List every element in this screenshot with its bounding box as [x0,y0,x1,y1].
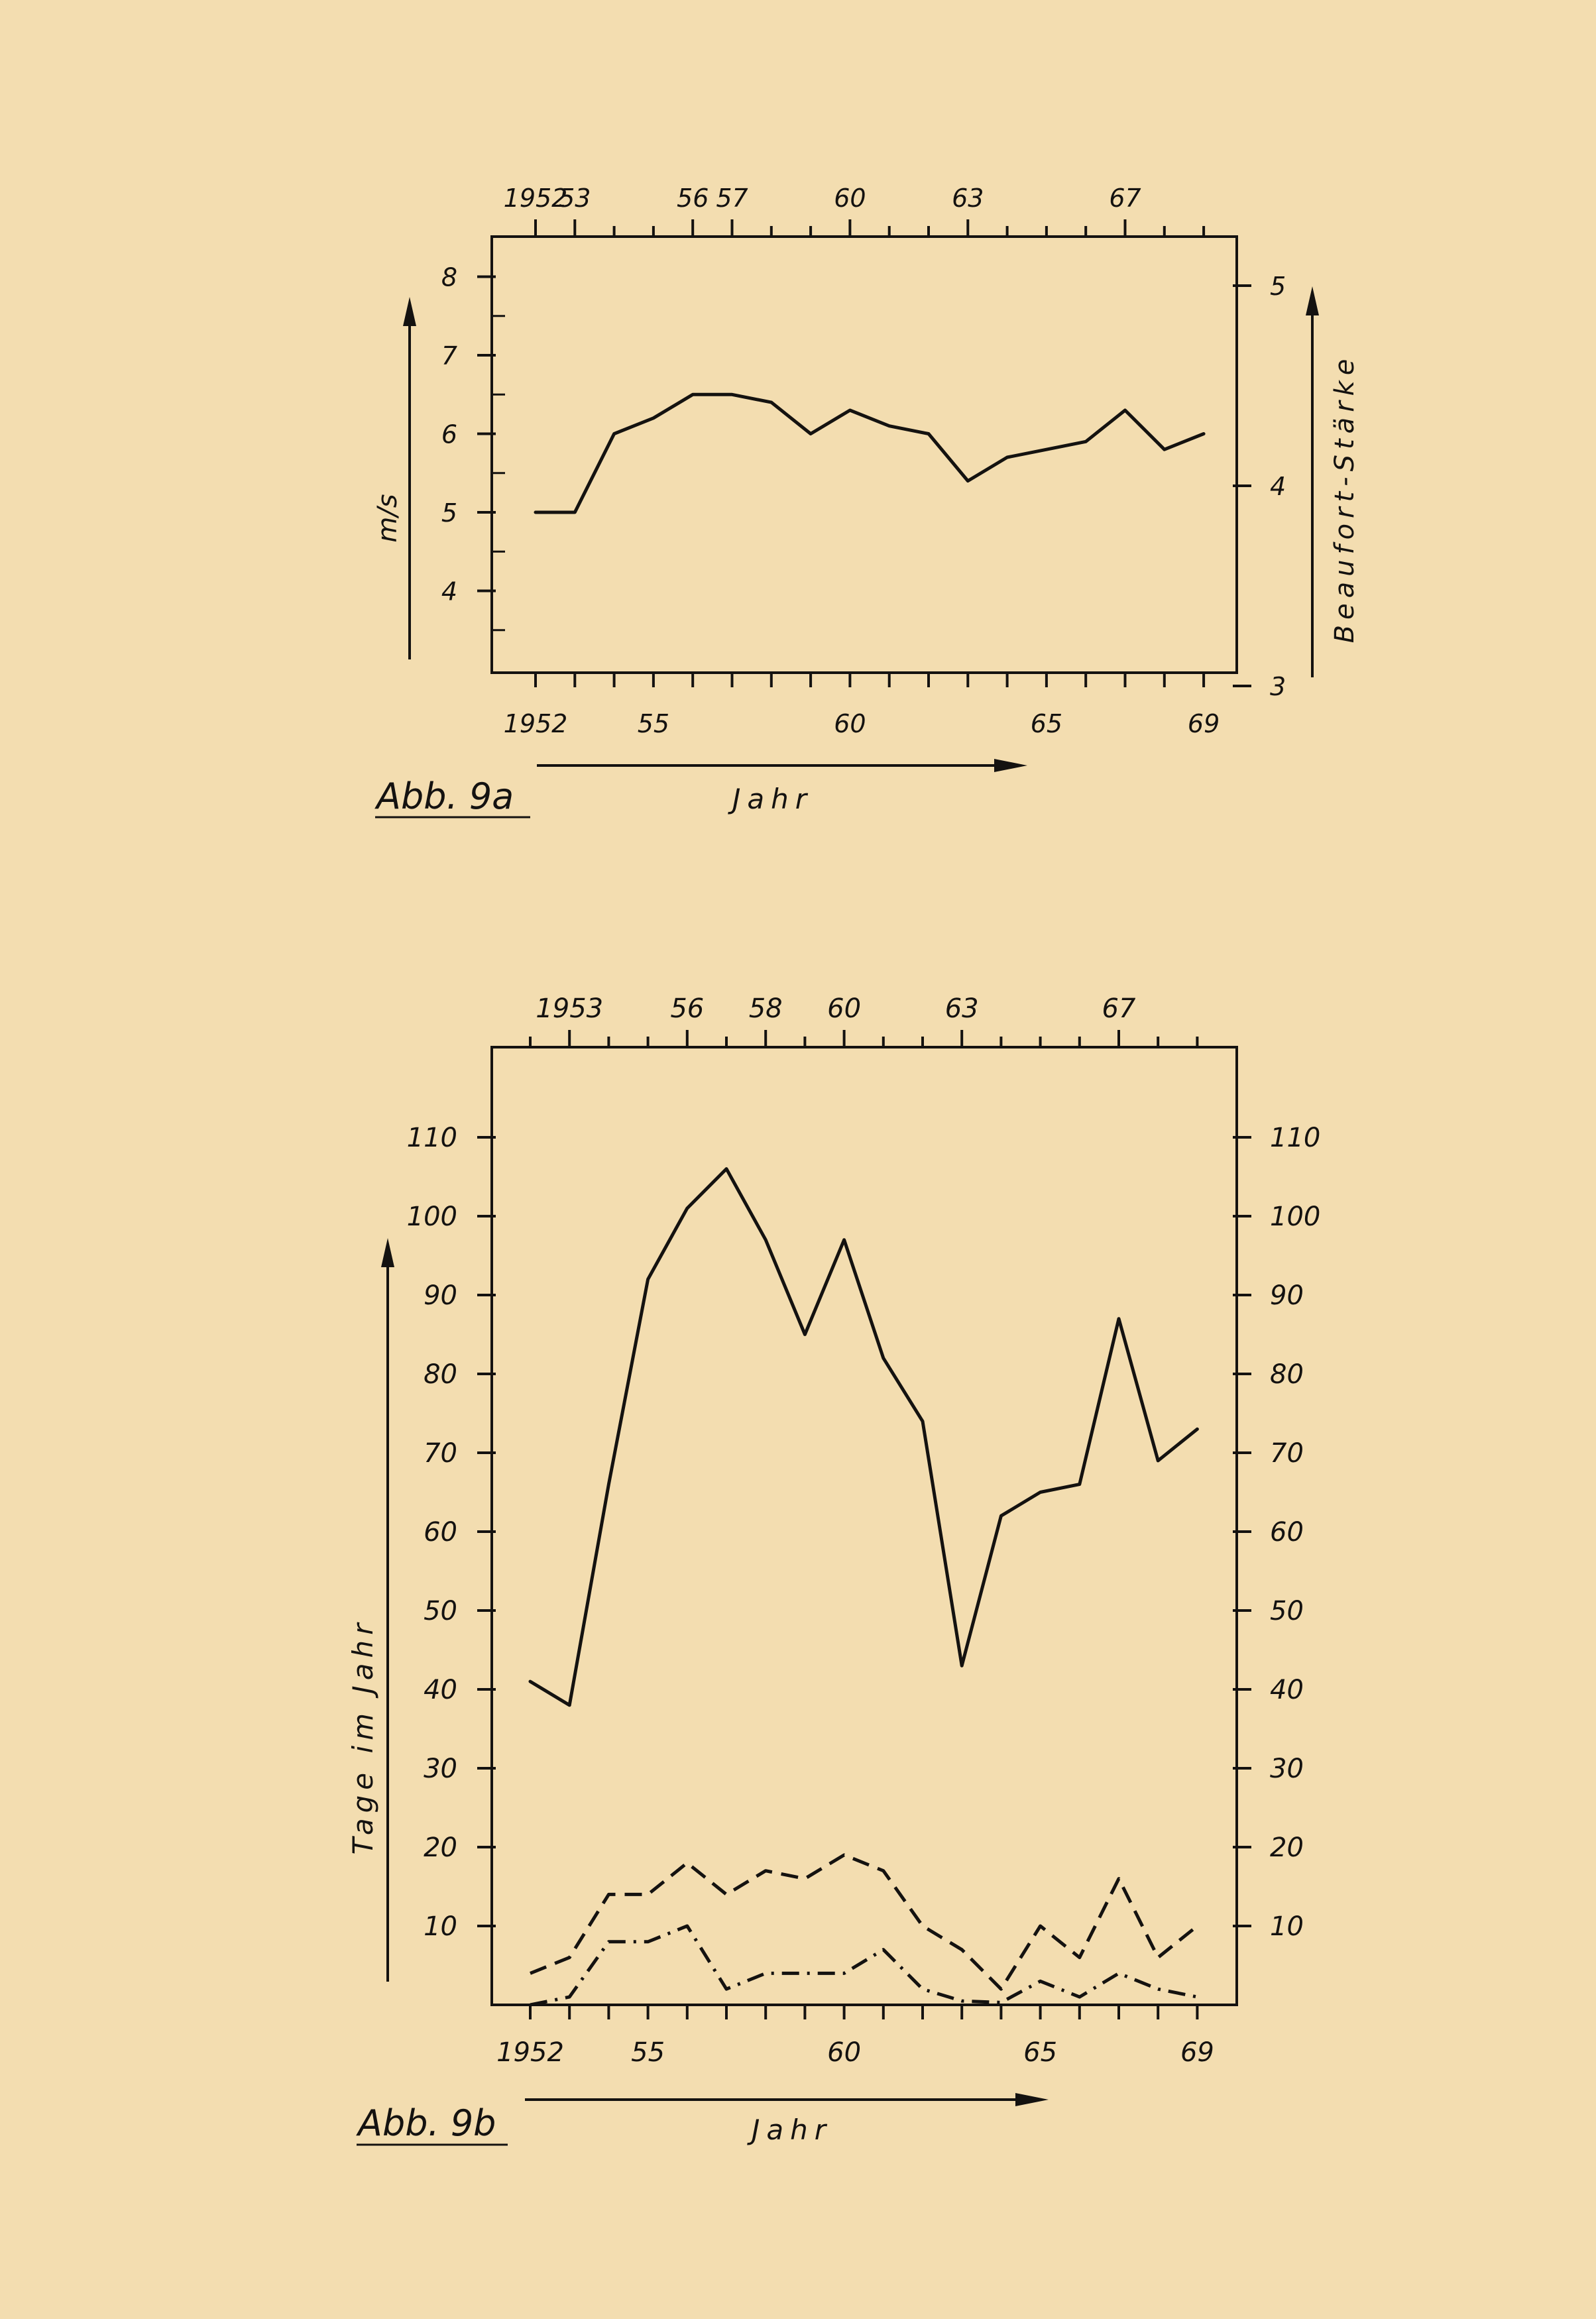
chart-9b-right-tick-label: 70 [1270,1438,1304,1469]
chart-9a-ylabel: m/s [372,494,403,542]
chart-9b-left-tick-label: 50 [424,1596,457,1626]
chart-9b-left-axis-ticks: 10 20 30 40 50 60 70 80 90 100 110 [407,1123,496,1942]
chart-9a-frame [490,235,1238,674]
chart-9a-left-tick-label: 4 [441,577,457,606]
chart-9a-right-tick-label: 3 [1270,672,1286,701]
chart-9a-xlabel-arrowhead [994,759,1027,772]
chart-9b-left-tick-label: 20 [424,1833,457,1863]
chart-9b-series [528,1167,1199,2007]
chart-9b-bottom-axis-ticks: 1952 55 60 65 69 [496,2005,1214,2068]
chart-9a-right-axis-ticks: 3 4 5 [1233,272,1286,701]
chart-9a-top-tick-label: 63 [952,184,984,213]
chart-9b-left-tick-label: 30 [424,1754,457,1784]
chart-9b-right-tick-label: 100 [1270,1202,1320,1232]
chart-9a-series [534,392,1206,514]
chart-9b-left-tick-label: 10 [424,1911,457,1942]
chart-9a-top-tick-label: 1952 [504,184,568,213]
chart-9a-bottom-axis-ticks: 1952 55 60 65 69 [504,673,1220,738]
chart-9b-top-tick-label: 63 [945,993,979,1024]
chart-9b-right-tick-label: 40 [1270,1675,1304,1705]
chart-9a-bottom-tick-label: 60 [834,709,866,738]
chart-9a-left-tick-label: 5 [441,498,457,528]
chart-9b-series-dash-dot [530,1924,1198,2007]
chart-9a-right-tick-label: 5 [1270,272,1286,301]
chart-9b-series-dashed [530,1853,1198,1991]
chart-9b-frame [490,1046,1238,2006]
chart-9a-top-tick-label: 57 [716,184,748,213]
chart-9b-right-tick-label: 80 [1270,1359,1304,1390]
chart-9b-left-tick-label: 40 [424,1675,457,1705]
chart-9b-top-tick-label: 58 [749,993,783,1024]
chart-9a-series-line [534,392,1206,514]
chart-9a-ylabel-arrowhead [403,297,416,326]
chart-9b-right-axis-ticks: 10 20 30 40 50 60 70 80 90 100 110 [1233,1123,1320,1942]
chart-9b-ylabel-arrowhead [381,1238,394,1267]
chart-9b-bottom-tick-label: 60 [827,2037,861,2068]
chart-9b-bottom-tick-label: 1952 [496,2037,564,2068]
chart-9b-xlabel: Jahr [747,2114,832,2146]
chart-9a-xlabel: Jahr [728,783,813,815]
chart-9a-bottom-tick-label: 65 [1031,709,1062,738]
chart-9b-right-tick-label: 20 [1270,1833,1304,1863]
chart-9b-top-tick-label: 1953 [536,993,603,1024]
chart-9b-top-tick-label: 60 [827,993,861,1024]
chart-9b-left-tick-label: 100 [407,1202,457,1232]
chart-9a-top-tick-label: 53 [559,184,591,213]
chart-9b-bottom-tick-label: 65 [1023,2037,1057,2068]
chart-9b-right-tick-label: 50 [1270,1596,1304,1626]
chart-9b-left-tick-label: 90 [424,1280,457,1311]
chart-9a-ylabel-right-arrowhead [1306,286,1319,315]
chart-9b-right-tick-label: 10 [1270,1911,1304,1942]
chart-9a-right-tick-label: 4 [1270,472,1286,501]
chart-9b-top-axis-ticks: 1953 56 58 60 63 67 [529,993,1199,1047]
chart-9a-top-tick-label: 56 [677,184,709,213]
chart-9b-left-tick-label: 60 [424,1517,457,1548]
chart-9b-series-solid [528,1167,1199,1707]
chart-9b: 1952 55 60 65 69 1953 56 58 60 63 67 10 20 30 40 50 60… [347,993,1320,2146]
chart-9a-ylabel-right: Beaufort-Stärke [1330,354,1360,644]
chart-9a-left-tick-label: 6 [441,420,457,449]
chart-9a-left-axis-ticks: 4 5 6 7 8 [441,263,505,632]
chart-9b-ylabel: Tage im Jahr [347,1618,379,1855]
chart-9a-caption: Abb. 9a [374,775,514,817]
chart-9b-left-tick-label: 110 [407,1123,457,1153]
chart-9b-left-tick-label: 80 [424,1359,457,1390]
chart-9b-right-tick-label: 30 [1270,1754,1304,1784]
chart-9b-bottom-tick-label: 55 [631,2037,665,2068]
chart-9b-right-tick-label: 110 [1270,1123,1320,1153]
chart-9b-xlabel-arrowhead [1015,2093,1049,2106]
chart-9b-top-tick-label: 67 [1102,993,1136,1024]
chart-9b-right-tick-label: 90 [1270,1280,1304,1311]
chart-9a-bottom-tick-label: 69 [1188,709,1220,738]
chart-9b-top-tick-label: 56 [670,993,704,1024]
chart-9b-right-tick-label: 60 [1270,1517,1304,1548]
chart-9b-caption: Abb. 9b [356,2102,496,2144]
chart-9a-top-tick-label: 67 [1109,184,1141,213]
chart-9a-top-tick-label: 60 [834,184,866,213]
chart-9b-bottom-tick-label: 69 [1180,2037,1214,2068]
chart-9b-left-tick-label: 70 [424,1438,457,1469]
chart-9a-left-tick-label: 8 [441,263,457,292]
chart-9a-left-tick-label: 7 [441,341,457,370]
chart-9a-bottom-tick-label: 55 [638,709,669,738]
chart-9a-bottom-tick-label: 1952 [504,709,568,738]
